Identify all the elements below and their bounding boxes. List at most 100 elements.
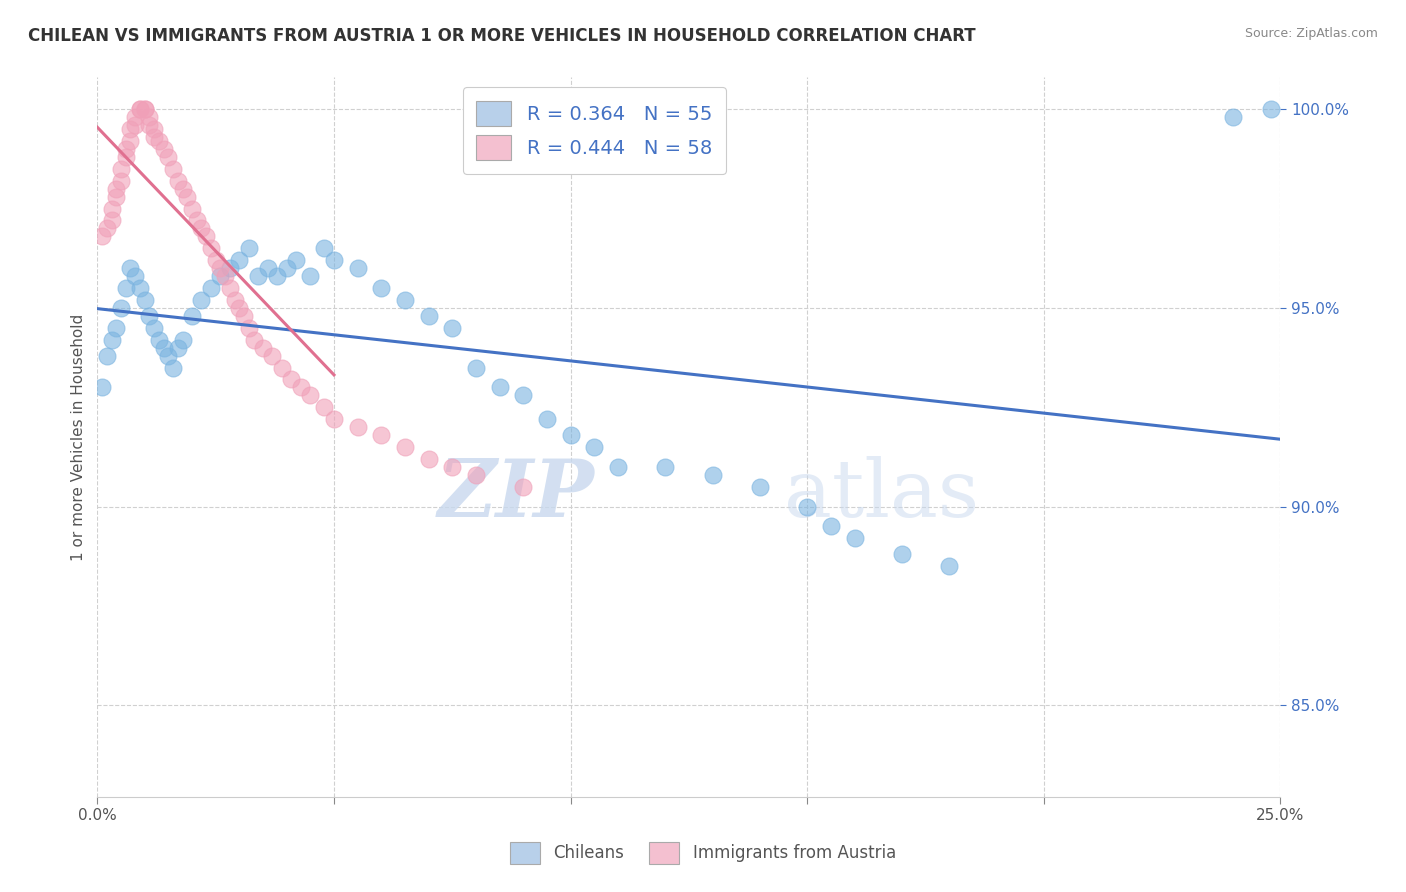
Point <box>890 547 912 561</box>
Point <box>110 161 132 176</box>
Legend: R = 0.364   N = 55, R = 0.444   N = 58: R = 0.364 N = 55, R = 0.444 N = 58 <box>463 87 725 174</box>
Point <box>314 401 336 415</box>
Point <box>276 261 298 276</box>
Point <box>181 202 204 216</box>
Point <box>256 261 278 276</box>
Point <box>143 130 166 145</box>
Point <box>200 281 222 295</box>
Point <box>120 134 142 148</box>
Point <box>120 261 142 276</box>
Point <box>143 320 166 334</box>
Point <box>218 281 240 295</box>
Point <box>172 182 194 196</box>
Point <box>105 182 128 196</box>
Point <box>394 293 416 307</box>
Point <box>148 333 170 347</box>
Point <box>100 213 122 227</box>
Point <box>290 380 312 394</box>
Point <box>209 269 232 284</box>
Point <box>346 261 368 276</box>
Point <box>262 349 284 363</box>
Point <box>464 360 486 375</box>
Point <box>114 281 136 295</box>
Point <box>129 102 152 116</box>
Point <box>114 142 136 156</box>
Point <box>166 174 188 188</box>
Point <box>224 293 246 307</box>
Text: Source: ZipAtlas.com: Source: ZipAtlas.com <box>1244 27 1378 40</box>
Point <box>138 309 160 323</box>
Point <box>654 459 676 474</box>
Point <box>204 253 226 268</box>
Point <box>299 269 322 284</box>
Point <box>190 293 212 307</box>
Point <box>938 559 960 574</box>
Point <box>91 380 114 394</box>
Point <box>606 459 628 474</box>
Point <box>536 412 558 426</box>
Point <box>238 241 260 255</box>
Point <box>820 519 842 533</box>
Point <box>152 142 174 156</box>
Point <box>134 102 156 116</box>
Point <box>100 333 122 347</box>
Point <box>120 122 142 136</box>
Text: atlas: atlas <box>783 456 979 533</box>
Point <box>370 428 392 442</box>
Point <box>394 440 416 454</box>
Point <box>748 480 770 494</box>
Point <box>138 110 160 124</box>
Point <box>110 301 132 315</box>
Point <box>129 281 152 295</box>
Point <box>162 360 184 375</box>
Point <box>323 412 346 426</box>
Point <box>91 229 114 244</box>
Legend: Chileans, Immigrants from Austria: Chileans, Immigrants from Austria <box>503 836 903 871</box>
Point <box>134 293 156 307</box>
Point <box>441 459 464 474</box>
Point <box>96 349 118 363</box>
Point <box>138 118 160 132</box>
Point <box>124 110 146 124</box>
Y-axis label: 1 or more Vehicles in Household: 1 or more Vehicles in Household <box>72 313 86 561</box>
Point <box>105 320 128 334</box>
Point <box>157 150 180 164</box>
Point <box>488 380 510 394</box>
Point <box>560 428 582 442</box>
Point <box>143 122 166 136</box>
Point <box>129 102 152 116</box>
Point <box>195 229 218 244</box>
Point <box>218 261 240 276</box>
Point <box>124 118 146 132</box>
Point <box>299 388 322 402</box>
Point <box>252 341 274 355</box>
Point <box>370 281 392 295</box>
Point <box>323 253 346 268</box>
Point <box>418 451 440 466</box>
Point <box>702 467 724 482</box>
Point <box>314 241 336 255</box>
Point <box>796 500 818 514</box>
Point <box>242 333 264 347</box>
Point <box>186 213 208 227</box>
Point <box>228 301 250 315</box>
Point <box>247 269 270 284</box>
Point <box>162 161 184 176</box>
Point <box>844 532 866 546</box>
Point <box>280 372 302 386</box>
Point <box>1260 102 1282 116</box>
Point <box>512 388 534 402</box>
Point <box>209 261 232 276</box>
Point <box>418 309 440 323</box>
Point <box>233 309 256 323</box>
Point <box>228 253 250 268</box>
Point <box>271 360 294 375</box>
Point <box>181 309 204 323</box>
Point <box>114 150 136 164</box>
Point <box>346 420 368 434</box>
Point <box>512 480 534 494</box>
Point <box>100 202 122 216</box>
Point <box>285 253 308 268</box>
Point <box>152 341 174 355</box>
Point <box>148 134 170 148</box>
